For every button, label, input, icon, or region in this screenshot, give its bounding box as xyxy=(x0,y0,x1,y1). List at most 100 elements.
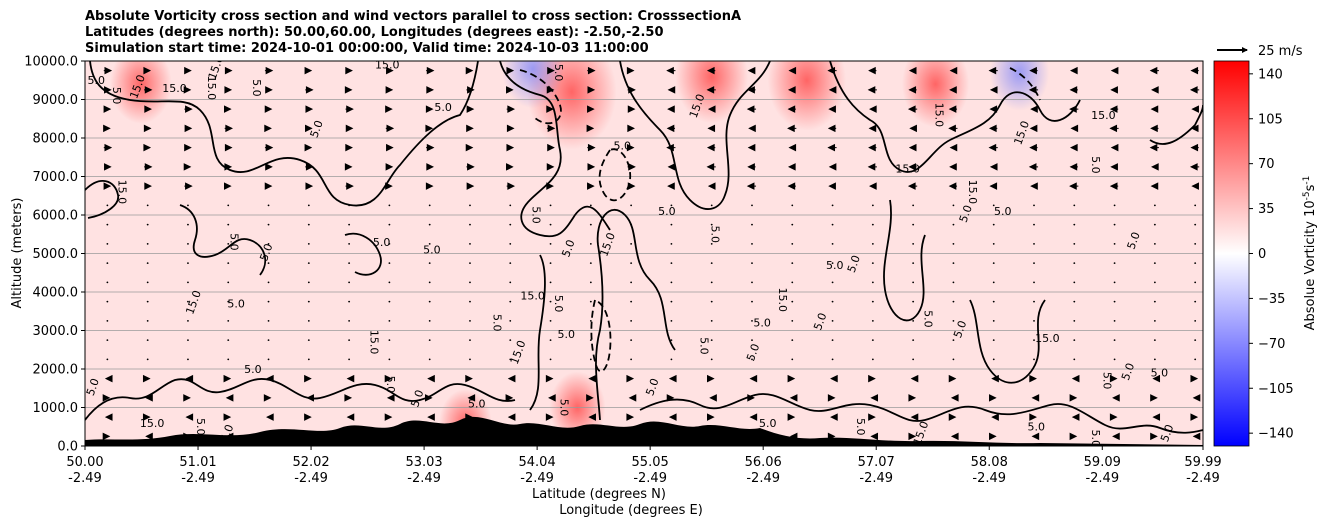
wind-vector xyxy=(751,242,753,245)
wind-vector xyxy=(1113,300,1116,303)
contour-line xyxy=(85,378,516,421)
contour-label: 5.0 xyxy=(491,314,504,332)
wind-vector xyxy=(588,413,596,421)
wind-vector xyxy=(912,204,915,207)
wind-vector xyxy=(305,124,313,133)
wind-vector xyxy=(1153,204,1156,207)
wind-vector xyxy=(1194,204,1197,207)
wind-vector xyxy=(709,394,717,402)
wind-vector xyxy=(549,281,552,284)
wind-vector xyxy=(187,339,189,342)
wind-vector xyxy=(706,66,716,75)
wind-vector xyxy=(751,223,753,226)
wind-vector xyxy=(146,358,149,361)
wind-vector xyxy=(469,319,471,322)
wind-vector xyxy=(627,124,635,133)
wind-vector xyxy=(667,163,676,171)
wind-vector xyxy=(104,163,112,171)
wind-vector xyxy=(1109,124,1119,133)
wind-vector xyxy=(348,300,351,303)
wind-vector xyxy=(670,339,673,342)
wind-vector xyxy=(1073,242,1076,245)
wind-vector xyxy=(264,66,274,75)
contour-line xyxy=(639,393,1203,434)
wind-vector xyxy=(1029,66,1038,75)
wind-vector xyxy=(547,66,555,75)
wind-vector xyxy=(142,374,151,383)
contour-label: 5.0 xyxy=(951,319,969,340)
wind-vector xyxy=(871,358,874,361)
wind-vector xyxy=(506,66,515,75)
wind-vector xyxy=(307,281,310,284)
wind-vector xyxy=(1152,413,1161,421)
wind-vector xyxy=(992,319,995,322)
wind-vector xyxy=(428,281,431,284)
wind-vector xyxy=(1030,105,1038,113)
chart-title: Absolute Vorticity cross section and win… xyxy=(85,9,741,56)
wind-vector xyxy=(912,358,915,361)
wind-vector xyxy=(307,300,310,303)
wind-vector xyxy=(549,262,552,265)
x-tick-label-lon: -2.49 xyxy=(633,471,667,486)
wind-vector xyxy=(1113,358,1116,361)
wind-vector xyxy=(707,374,715,383)
wind-vector xyxy=(344,394,353,402)
contour-label: 5.0 xyxy=(557,328,575,341)
wind-vector xyxy=(304,143,313,152)
y-tick-label: 4000.0 xyxy=(33,286,79,301)
wind-vector xyxy=(307,358,310,361)
y-tick-label: 9000.0 xyxy=(33,93,79,108)
wind-vector xyxy=(831,281,834,284)
wind-vector xyxy=(952,300,955,303)
wind-vector xyxy=(426,86,434,94)
wind-vector xyxy=(507,374,516,383)
wind-vector xyxy=(988,143,998,152)
wind-vector xyxy=(1113,319,1116,322)
wind-vector xyxy=(1150,432,1158,441)
wind-vector xyxy=(950,432,959,441)
wind-vector xyxy=(1028,163,1039,171)
wind-vector xyxy=(788,86,796,94)
wind-vector xyxy=(627,105,636,113)
wind-vector xyxy=(546,163,555,171)
colorbar-ticks: 140 105 70 35 0 −35 −70 −105 −140 xyxy=(1249,67,1294,442)
wind-vector xyxy=(267,319,270,322)
wind-vector xyxy=(1152,374,1161,383)
wind-vector xyxy=(428,204,431,207)
y-axis-label: Altitude (meters) xyxy=(10,198,25,309)
wind-vector xyxy=(183,163,192,171)
wind-vector xyxy=(348,242,351,245)
wind-vector xyxy=(385,182,393,190)
wind-vector xyxy=(469,300,471,303)
wind-vector xyxy=(223,182,232,190)
wind-vector xyxy=(304,66,313,75)
contour-label: 5.0 xyxy=(250,79,263,97)
terrain-silhouette xyxy=(85,416,1203,446)
x-tick-label-lat: 53.03 xyxy=(405,455,442,470)
wind-vector xyxy=(587,182,595,190)
wind-vector xyxy=(545,374,554,383)
wind-vector xyxy=(1069,432,1078,441)
contour-label: 15.0 xyxy=(162,82,187,95)
wind-vector xyxy=(991,413,999,421)
wind-vector xyxy=(1153,262,1156,265)
wind-vector xyxy=(146,281,149,284)
wind-vector xyxy=(1073,358,1076,361)
wind-vector xyxy=(227,339,230,342)
wind-vector xyxy=(506,182,515,190)
wind-vector xyxy=(1069,163,1078,171)
wind-vector xyxy=(992,281,995,284)
wind-vector xyxy=(102,394,111,402)
y-axis: 0.0 1000.0 2000.0 3000.0 4000.0 5000.0 6000.0 7… xyxy=(24,55,85,455)
wind-vector xyxy=(827,394,836,402)
wind-vector xyxy=(710,339,713,342)
wind-vector xyxy=(1031,394,1040,402)
wind-vector xyxy=(787,374,796,383)
wind-vector xyxy=(952,339,955,342)
wind-vector xyxy=(106,281,109,284)
wind-vector xyxy=(545,413,554,421)
wind-vector xyxy=(1191,105,1199,113)
wind-vector xyxy=(949,66,958,75)
wind-vector xyxy=(630,319,633,322)
wind-vector xyxy=(1190,374,1199,383)
